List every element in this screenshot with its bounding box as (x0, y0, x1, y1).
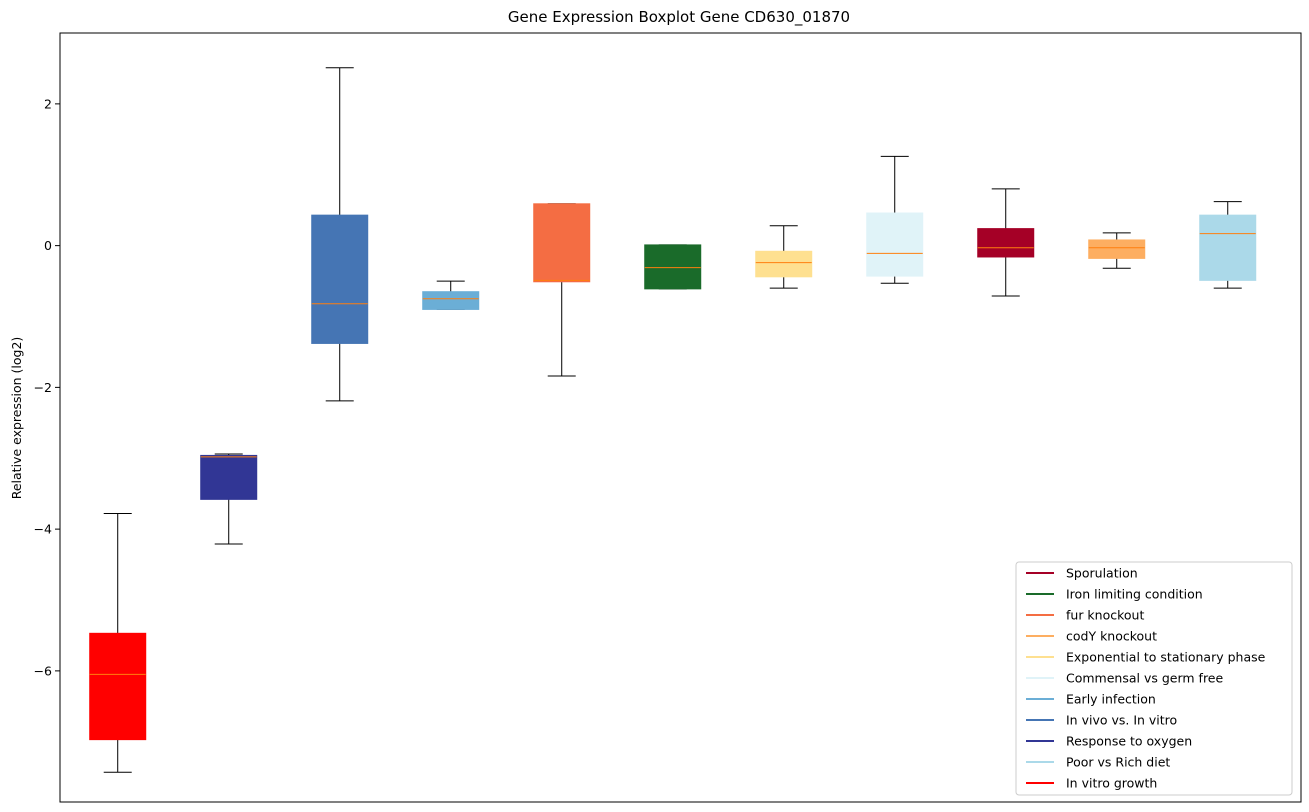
y-tick-label: 0 (44, 238, 52, 253)
box-body (1199, 214, 1257, 281)
legend-label: Sporulation (1066, 566, 1138, 581)
box-6 (755, 225, 813, 289)
box-5 (644, 244, 702, 290)
box-2 (311, 67, 369, 402)
plot-area (89, 67, 1257, 773)
box-8 (977, 188, 1035, 297)
box-4 (533, 203, 591, 377)
legend-label: In vitro growth (1066, 776, 1157, 791)
box-body (977, 228, 1035, 258)
legend-entry: Early infection (1026, 692, 1156, 707)
chart-title: Gene Expression Boxplot Gene CD630_01870 (508, 8, 850, 27)
legend-label: Response to oxygen (1066, 734, 1192, 749)
y-tick-label: −6 (34, 663, 52, 678)
legend-label: Commensal vs germ free (1066, 671, 1223, 686)
legend-frame (1015, 561, 1293, 796)
y-axis-label: Relative expression (log2) (9, 337, 24, 500)
y-tick-label: −2 (34, 380, 52, 395)
box-body (644, 244, 702, 290)
box-body (311, 214, 369, 344)
legend: Sporulation Iron limiting condition fur kn… (1015, 561, 1293, 796)
box-body (89, 632, 147, 741)
y-tick-label: 2 (44, 96, 52, 111)
legend-label: codY knockout (1066, 629, 1157, 644)
box-1 (200, 453, 258, 545)
legend-label: In vivo vs. In vitro (1066, 713, 1177, 728)
legend-entry: In vivo vs. In vitro (1026, 713, 1177, 728)
box-body (866, 212, 924, 277)
legend-entry: Iron limiting condition (1026, 587, 1203, 602)
legend-entry: fur knockout (1026, 608, 1144, 623)
legend-label: Iron limiting condition (1066, 587, 1203, 602)
box-7 (866, 155, 924, 284)
box-body (200, 454, 258, 500)
legend-entry: Poor vs Rich diet (1026, 755, 1170, 770)
y-axis: 2 0 −2 −4 −6 (34, 32, 1302, 803)
plot-frame (59, 32, 1302, 803)
legend-entry: codY knockout (1026, 629, 1157, 644)
y-tick-label: −4 (34, 522, 52, 537)
legend-entry: Sporulation (1026, 566, 1138, 581)
box-body (422, 291, 480, 310)
box-body (533, 203, 591, 283)
box-body (1088, 239, 1146, 259)
box-3 (422, 280, 480, 310)
box-body (755, 250, 813, 278)
legend-entry: In vitro growth (1026, 776, 1157, 791)
box-0 (89, 513, 147, 773)
legend-entry: Exponential to stationary phase (1026, 650, 1266, 665)
legend-label: Exponential to stationary phase (1066, 650, 1266, 665)
legend-label: Poor vs Rich diet (1066, 755, 1170, 770)
box-10 (1199, 201, 1257, 289)
box-9 (1088, 232, 1146, 269)
legend-entry: Commensal vs germ free (1026, 671, 1223, 686)
legend-label: fur knockout (1066, 608, 1144, 623)
legend-label: Early infection (1066, 692, 1156, 707)
legend-entry: Response to oxygen (1026, 734, 1192, 749)
